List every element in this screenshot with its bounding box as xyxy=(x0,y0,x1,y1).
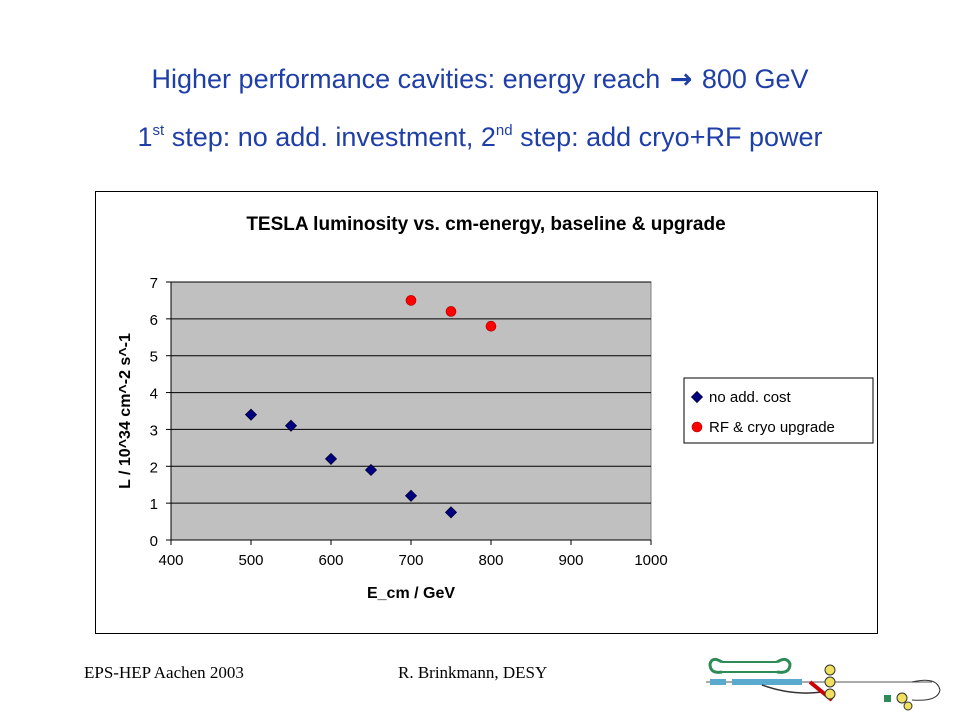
title-line2-part2: step: no add. investment, 2 xyxy=(164,122,496,152)
chart-frame: TESLA luminosity vs. cm-energy, baseline… xyxy=(95,191,878,634)
legend-marker-series1 xyxy=(690,390,704,404)
y-axis-label: L / 10^34 cm^-2 s^-1 xyxy=(117,333,134,489)
footer-right: R. Brinkmann, DESY xyxy=(398,663,548,682)
data-point-series2 xyxy=(405,295,417,306)
data-point-series2 xyxy=(445,306,457,317)
y-tick-label: 1 xyxy=(150,496,158,513)
data-point-series1 xyxy=(444,506,458,519)
data-point-series1 xyxy=(284,419,298,432)
slide-title-line2: 1st step: no add. investment, 2nd step: … xyxy=(0,122,960,153)
data-point-series1 xyxy=(404,489,418,502)
title-line2-part1: 1 xyxy=(137,122,153,152)
legend-label-series2: RF & cryo upgrade xyxy=(709,419,835,436)
title-line1-energy: 800 GeV xyxy=(694,64,809,94)
x-tick-label: 500 xyxy=(238,552,263,569)
x-tick-label: 900 xyxy=(558,552,583,569)
title-line2-part3: step: add cryo+RF power xyxy=(512,122,823,152)
y-tick-label: 7 xyxy=(150,275,158,292)
legend-label-series1: no add. cost xyxy=(709,389,792,406)
y-tick-label: 0 xyxy=(150,533,158,550)
x-tick-label: 400 xyxy=(158,552,183,569)
legend-marker-series2 xyxy=(691,421,703,433)
x-tick-label: 600 xyxy=(318,552,343,569)
data-point-series1 xyxy=(324,452,338,465)
data-point-series1 xyxy=(244,408,258,421)
x-tick-label: 1000 xyxy=(634,552,667,569)
title-line2-sup1: st xyxy=(152,122,165,139)
chart-svg: TESLA luminosity vs. cm-energy, baseline… xyxy=(117,214,874,602)
y-tick-label: 2 xyxy=(150,459,158,476)
footer-left: EPS-HEP Aachen 2003 xyxy=(84,663,244,682)
data-point-series2 xyxy=(485,320,497,332)
slide-title-line1: Higher performance cavities: energy reac… xyxy=(0,64,960,95)
x-axis-label: E_cm / GeV xyxy=(367,585,455,602)
x-tick-label: 700 xyxy=(398,552,423,569)
data-point-series1 xyxy=(364,463,378,477)
title-line1-text: Higher performance cavities: energy reac… xyxy=(151,64,668,94)
legend-box xyxy=(683,377,874,444)
right-arrow-icon: → xyxy=(669,64,693,95)
x-tick-label: 800 xyxy=(478,552,503,569)
accelerator-logo xyxy=(706,657,941,711)
y-tick-label: 5 xyxy=(150,349,158,366)
y-tick-label: 3 xyxy=(150,422,158,439)
chart-title: TESLA luminosity vs. cm-energy, baseline… xyxy=(246,214,725,235)
y-tick-label: 4 xyxy=(150,386,158,403)
title-line2-sup2: nd xyxy=(495,122,513,139)
y-tick-label: 6 xyxy=(150,312,158,329)
